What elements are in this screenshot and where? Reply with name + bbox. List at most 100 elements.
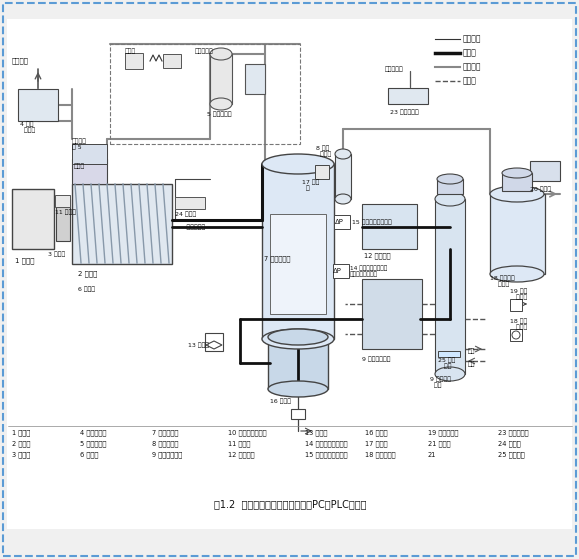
Text: 16 放油管: 16 放油管 <box>365 430 387 437</box>
Bar <box>18 89 58 121</box>
Text: 进水: 进水 <box>468 361 475 367</box>
Bar <box>530 161 560 181</box>
Text: 12 油过滤器: 12 油过滤器 <box>364 253 390 259</box>
Ellipse shape <box>268 329 328 345</box>
Ellipse shape <box>437 174 463 184</box>
Bar <box>205 333 223 351</box>
Text: 水管路: 水管路 <box>463 77 477 86</box>
Text: 14 油滤滤器压差开关
（用户特殊订供）: 14 油滤滤器压差开关 （用户特殊订供） <box>350 265 387 277</box>
Text: 9 油、气水
  换器: 9 油、气水 换器 <box>430 376 451 388</box>
Bar <box>72 184 172 264</box>
Text: 23 压力变送器: 23 压力变送器 <box>498 430 529 437</box>
Text: 1 电动机: 1 电动机 <box>15 258 35 264</box>
Text: 4 空气滤清器: 4 空气滤清器 <box>80 430 107 437</box>
Text: 11 断油阀: 11 断油阀 <box>228 440 250 447</box>
Text: ΔP: ΔP <box>335 219 344 225</box>
Text: 25 直观
   液量: 25 直观 液量 <box>438 357 455 369</box>
Polygon shape <box>206 341 222 349</box>
Bar <box>55 195 70 207</box>
Bar <box>12 189 54 249</box>
Ellipse shape <box>512 331 520 339</box>
Bar <box>175 197 205 209</box>
Text: 2 压缩机: 2 压缩机 <box>78 271 97 277</box>
Ellipse shape <box>435 192 465 206</box>
Bar <box>388 88 428 104</box>
Text: 6 单向阀: 6 单向阀 <box>78 286 95 292</box>
Bar <box>315 165 329 179</box>
Text: 16 放油管: 16 放油管 <box>270 398 291 404</box>
Text: 7 油气分离器: 7 油气分离器 <box>264 255 291 262</box>
Text: 23 压力变送器: 23 压力变送器 <box>390 109 419 115</box>
Text: 17 安全阀: 17 安全阀 <box>365 440 387 447</box>
Ellipse shape <box>435 367 465 381</box>
Text: 控制管路: 控制管路 <box>463 35 482 44</box>
Bar <box>334 215 350 229</box>
Text: 出水: 出水 <box>468 348 475 354</box>
Text: 油管路: 油管路 <box>463 49 477 58</box>
Ellipse shape <box>335 149 351 159</box>
Text: 13 油位计: 13 油位计 <box>305 430 327 437</box>
Bar <box>510 329 522 341</box>
Ellipse shape <box>490 186 544 202</box>
Text: 8 最小
  压力阀: 8 最小 压力阀 <box>316 145 331 157</box>
Ellipse shape <box>262 154 334 174</box>
Bar <box>291 409 305 419</box>
Text: 3 联轴器: 3 联轴器 <box>12 452 30 458</box>
Text: 5 进气控制器: 5 进气控制器 <box>207 111 232 117</box>
Text: 24 底电阻: 24 底电阻 <box>498 440 521 447</box>
Text: 2 压缩机: 2 压缩机 <box>12 440 30 447</box>
Text: 13 液位计: 13 液位计 <box>188 342 209 348</box>
Ellipse shape <box>490 266 544 282</box>
Bar <box>510 299 522 311</box>
Text: 5 进气控制器: 5 进气控制器 <box>80 440 107 447</box>
Text: 4 空气
  滤清器: 4 空气 滤清器 <box>20 121 35 133</box>
Text: 21: 21 <box>428 452 437 458</box>
Text: 19 自动排污阀: 19 自动排污阀 <box>428 430 459 437</box>
Text: 21 排气阀: 21 排气阀 <box>428 440 450 447</box>
Text: 10 气水分离凝水器: 10 气水分离凝水器 <box>228 430 266 437</box>
Text: 图1.2  水冷式压缩机系统流程图（PC、PLC机型）: 图1.2 水冷式压缩机系统流程图（PC、PLC机型） <box>214 499 367 509</box>
Text: 20 排气阀: 20 排气阀 <box>530 186 551 192</box>
Text: 进气控制
器 5: 进气控制 器 5 <box>72 138 87 150</box>
Ellipse shape <box>210 98 232 110</box>
Text: 1 电动机: 1 电动机 <box>12 430 30 437</box>
Text: 空气入口: 空气入口 <box>12 58 29 64</box>
Text: 油压调节器: 油压调节器 <box>195 48 214 54</box>
Text: 7 油气分离器: 7 油气分离器 <box>152 430 178 437</box>
Bar <box>72 144 107 164</box>
Text: 空气管路: 空气管路 <box>463 63 482 72</box>
Ellipse shape <box>502 168 532 178</box>
Text: 17 安全
  阀: 17 安全 阀 <box>302 179 320 191</box>
Bar <box>362 204 417 249</box>
Text: 12 油过滤器: 12 油过滤器 <box>228 452 255 458</box>
Bar <box>435 199 465 374</box>
Bar <box>362 279 422 349</box>
Text: 25 直观液量: 25 直观液量 <box>498 452 525 458</box>
Ellipse shape <box>262 329 334 349</box>
Text: 9 油、气水换器: 9 油、气水换器 <box>152 452 182 458</box>
Text: ΔP: ΔP <box>333 268 342 274</box>
Text: 3 联轴器: 3 联轴器 <box>48 251 65 257</box>
Bar <box>437 179 463 194</box>
Ellipse shape <box>268 381 328 397</box>
Bar <box>270 214 326 314</box>
Text: 6 单向阀: 6 单向阀 <box>80 452 98 458</box>
Bar <box>262 164 334 339</box>
Ellipse shape <box>210 48 232 60</box>
Bar <box>502 173 532 191</box>
Text: 減速阀: 減速阀 <box>74 163 85 169</box>
Bar <box>245 64 265 94</box>
Text: 18 气水分离
    凝水器: 18 气水分离 凝水器 <box>490 275 515 287</box>
Text: 18 手动排污阀: 18 手动排污阀 <box>365 452 395 458</box>
Bar <box>110 44 300 144</box>
Text: 24 底电阻: 24 底电阻 <box>175 211 196 217</box>
Text: 15 油滤滤器压差开关: 15 油滤滤器压差开关 <box>352 219 392 225</box>
Bar <box>268 337 328 389</box>
Text: 8 最小压力阀: 8 最小压力阀 <box>152 440 178 447</box>
Bar <box>56 199 70 241</box>
Bar <box>490 194 545 274</box>
Text: ——接入电控柜: ——接入电控柜 <box>175 224 206 230</box>
Text: 19 自动
   排污阀: 19 自动 排污阀 <box>510 288 527 300</box>
Ellipse shape <box>335 194 351 204</box>
Text: 电磁阀: 电磁阀 <box>125 48 136 54</box>
